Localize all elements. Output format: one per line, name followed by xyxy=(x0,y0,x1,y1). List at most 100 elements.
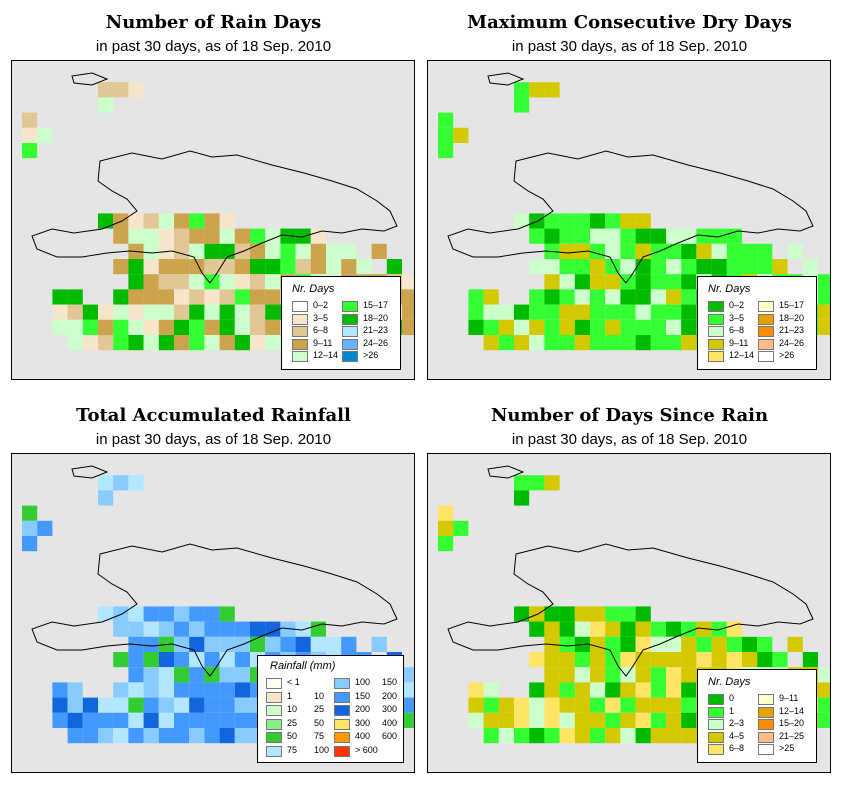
legend-label: 2–3 xyxy=(729,718,745,729)
legend-label: 4–5 xyxy=(729,730,745,741)
grid-cell xyxy=(681,667,697,683)
grid-cell xyxy=(189,667,205,683)
grid-cell xyxy=(310,243,326,259)
grid-cell xyxy=(158,213,174,229)
grid-cell xyxy=(590,621,606,637)
grid-cell xyxy=(818,304,830,320)
grid-cell xyxy=(453,520,469,536)
grid-cell xyxy=(265,304,281,320)
grid-cell xyxy=(635,712,651,728)
grid-cell xyxy=(498,304,514,320)
legend-swatch xyxy=(758,338,774,350)
grid-cell xyxy=(265,259,281,275)
grid-cell xyxy=(650,259,666,275)
grid-cell xyxy=(67,304,83,320)
legend-swatch xyxy=(758,706,774,718)
legend-label: 21–25 xyxy=(779,730,805,741)
legend-label: 300 xyxy=(355,717,371,728)
legend-label-upper: 600 xyxy=(382,731,398,741)
grid-cell xyxy=(514,213,530,229)
legend-label: 12–14 xyxy=(779,705,805,716)
grid-cell xyxy=(666,667,682,683)
legend-label-upper: 75 xyxy=(314,731,325,741)
grid-cell xyxy=(605,636,621,652)
legend-label: 15–17 xyxy=(779,300,805,310)
grid-cell xyxy=(650,319,666,335)
grid-cell xyxy=(234,712,250,728)
grid-cell xyxy=(250,335,266,351)
grid-cell xyxy=(371,636,387,652)
grid-cell xyxy=(158,728,174,744)
grid-cell xyxy=(818,712,830,728)
grid-cell xyxy=(204,636,220,652)
grid-cell xyxy=(219,259,235,275)
grid-cell xyxy=(234,228,250,244)
grid-cell xyxy=(204,259,220,275)
legend-swatch xyxy=(292,326,308,338)
legend-label: 150 xyxy=(355,690,371,701)
grid-cell xyxy=(128,697,144,713)
grid-cell xyxy=(174,621,190,637)
grid-cell xyxy=(574,304,590,320)
grid-cell xyxy=(113,475,129,491)
grid-cell xyxy=(128,274,144,290)
grid-cell xyxy=(158,304,174,320)
panel-title: Number of Days Since Rain xyxy=(490,405,769,426)
grid-cell xyxy=(650,289,666,305)
grid-cell xyxy=(620,606,636,622)
grid-cell xyxy=(310,636,326,652)
grid-cell xyxy=(483,697,499,713)
grid-cell xyxy=(818,667,830,683)
grid-cell xyxy=(128,682,144,698)
grid-cell xyxy=(574,335,590,351)
grid-cell xyxy=(544,728,560,744)
grid-cell xyxy=(498,697,514,713)
legend-label: 15–20 xyxy=(779,718,805,729)
legend-label: 100 xyxy=(355,677,371,687)
grid-cell xyxy=(402,697,414,713)
grid-cell xyxy=(174,319,190,335)
grid-cell xyxy=(438,505,454,521)
grid-cell xyxy=(620,319,636,335)
grid-cell xyxy=(574,213,590,229)
grid-cell xyxy=(174,728,190,744)
grid-cell xyxy=(234,304,250,320)
legend-swatch xyxy=(342,326,358,338)
grid-cell xyxy=(483,712,499,728)
grid-cell xyxy=(559,667,575,683)
grid-cell xyxy=(666,228,682,244)
legend-label: 9–11 xyxy=(729,337,749,348)
grid-cell xyxy=(605,304,621,320)
grid-cell xyxy=(498,712,514,728)
grid-cell xyxy=(204,728,220,744)
legend-swatch xyxy=(334,678,350,689)
grid-cell xyxy=(590,213,606,229)
grid-cell xyxy=(67,335,83,351)
grid-cell xyxy=(250,243,266,259)
grid-cell xyxy=(681,243,697,259)
legend-swatch xyxy=(342,301,358,312)
grid-cell xyxy=(204,274,220,290)
grid-cell xyxy=(37,127,53,143)
grid-cell xyxy=(590,243,606,259)
grid-cell xyxy=(772,259,788,275)
grid-cell xyxy=(113,712,129,728)
grid-cell xyxy=(574,289,590,305)
grid-cell xyxy=(605,274,621,290)
grid-cell xyxy=(650,728,666,744)
grid-cell xyxy=(174,259,190,275)
grid-cell xyxy=(681,319,697,335)
legend-swatch xyxy=(334,718,350,730)
grid-cell xyxy=(544,228,560,244)
grid-cell xyxy=(234,259,250,275)
grid-cell xyxy=(204,621,220,637)
grid-cell xyxy=(681,304,697,320)
grid-cell xyxy=(189,606,205,622)
legend-swatch xyxy=(266,678,282,689)
legend-swatch xyxy=(342,351,358,363)
legend-label: 15–17 xyxy=(363,300,389,310)
grid-cell xyxy=(650,304,666,320)
grid-cell xyxy=(605,606,621,622)
grid-cell xyxy=(295,243,311,259)
grid-cell xyxy=(559,652,575,668)
